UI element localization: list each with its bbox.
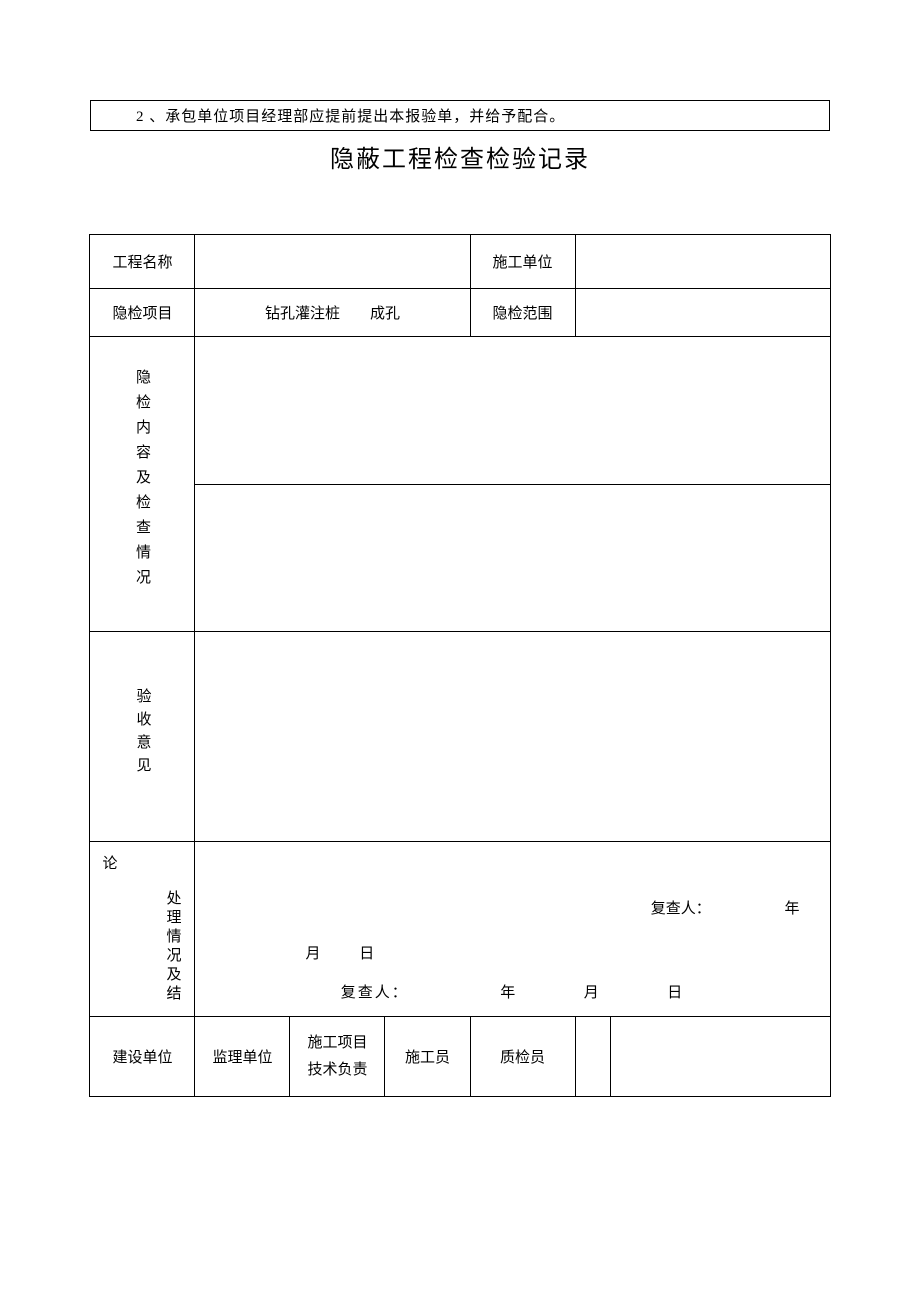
- review-line-bottom: 复查人： 年 月 日: [195, 981, 829, 1002]
- label-quality-inspector: 质检员: [470, 1017, 575, 1097]
- reviewer-label-2: 复查人：: [341, 985, 409, 1001]
- row-review: 论 处理情况及结 复查人： 年 月 日 复查人： 年 月: [90, 842, 830, 1017]
- content-lower: [195, 485, 829, 632]
- inspection-form-table: 工程名称 施工单位 隐检项目 钻孔灌注桩 成孔 隐检范围 隐检内容及检查情况: [89, 234, 830, 1097]
- label-build-unit: 建设单位: [90, 1017, 195, 1097]
- vertical-label-opinion: 验收意见: [121, 688, 163, 780]
- tech-line1: 施工项目: [290, 1030, 384, 1057]
- tech-line2: 技术负责: [290, 1057, 384, 1084]
- row-project-name: 工程名称 施工单位: [90, 235, 830, 289]
- top-note-box: 2 、承包单位项目经理部应提前提出本报验单，并给予配合。: [90, 100, 830, 131]
- review-label-top: 论: [102, 852, 117, 873]
- day-label-1: 日: [359, 946, 374, 962]
- row-signoff: 建设单位 监理单位 施工项目 技术负责 施工员 质检员: [90, 1017, 830, 1097]
- main-title: 隐蔽工程检查检验记录: [0, 139, 920, 174]
- signoff-blank-1: [575, 1017, 610, 1097]
- value-acceptance-opinion: [195, 632, 830, 842]
- label-supervision-unit: 监理单位: [195, 1017, 290, 1097]
- value-inspection-scope: [575, 289, 830, 337]
- label-inspection-item: 隐检项目: [90, 289, 195, 337]
- value-inspection-item: 钻孔灌注桩 成孔: [195, 289, 470, 337]
- year-label-2: 年: [500, 985, 517, 1001]
- reviewer-label-1: 复查人：: [651, 901, 711, 917]
- vertical-label-content: 隐检内容及检查情况: [132, 369, 153, 594]
- value-review: 复查人： 年 月 日 复查人： 年 月 日: [195, 842, 830, 1017]
- label-inspection-scope: 隐检范围: [470, 289, 575, 337]
- value-construction-unit: [575, 235, 830, 289]
- label-tech-responsible: 施工项目 技术负责: [290, 1017, 385, 1097]
- label-acceptance-opinion: 验收意见: [90, 632, 195, 842]
- row-inspection-item: 隐检项目 钻孔灌注桩 成孔 隐检范围: [90, 289, 830, 337]
- label-inspection-content: 隐检内容及检查情况: [90, 337, 195, 632]
- top-note-text: 2 、承包单位项目经理部应提前提出本报验单，并给予配合。: [136, 109, 565, 125]
- row-inspection-content: 隐检内容及检查情况: [90, 337, 830, 632]
- value-inspection-content: [195, 337, 830, 632]
- label-construction-unit: 施工单位: [470, 235, 575, 289]
- value-project-name: [195, 235, 470, 289]
- review-line-top: 复查人： 年: [581, 897, 800, 918]
- label-project-name: 工程名称: [90, 235, 195, 289]
- document-page: 2 、承包单位项目经理部应提前提出本报验单，并给予配合。 隐蔽工程检查检验记录 …: [0, 0, 920, 1097]
- label-review: 论 处理情况及结: [90, 842, 195, 1017]
- month-label-2: 月: [584, 985, 601, 1001]
- month-label-1: 月: [305, 946, 320, 962]
- row-acceptance-opinion: 验收意见: [90, 632, 830, 842]
- signoff-blank-2: [610, 1017, 830, 1097]
- content-upper: [195, 337, 829, 485]
- year-label-1: 年: [784, 901, 799, 917]
- review-line-mid: 月 日: [305, 942, 409, 963]
- review-label-vertical: 处理情况及结: [162, 890, 183, 1004]
- day-label-2: 日: [667, 985, 684, 1001]
- label-constructor: 施工员: [385, 1017, 470, 1097]
